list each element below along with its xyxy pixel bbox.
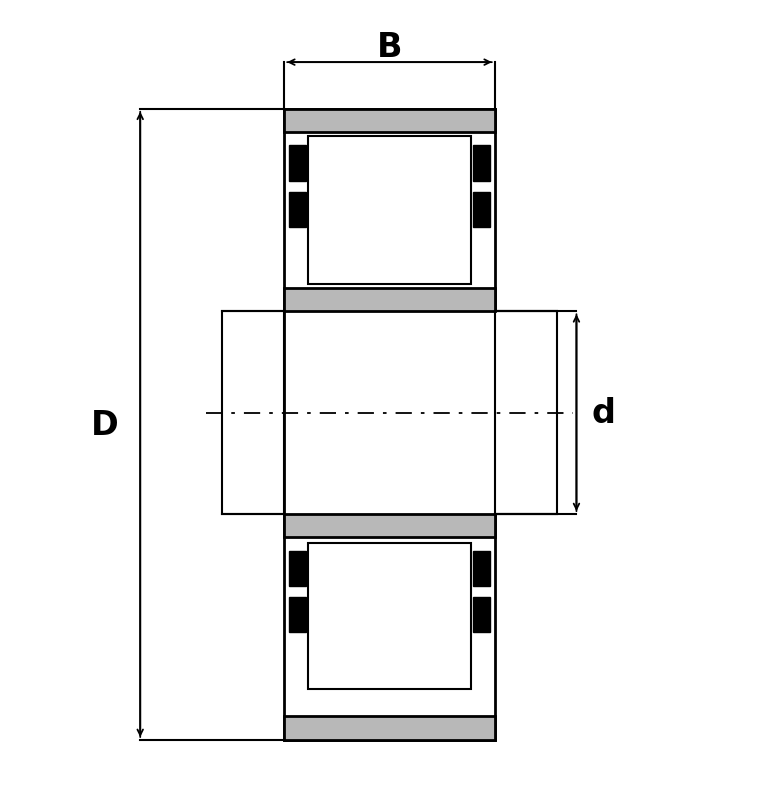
Bar	[222, 312, 284, 514]
Bar	[308, 543, 471, 689]
Bar	[284, 110, 495, 740]
Bar	[289, 597, 306, 633]
Bar	[289, 193, 306, 228]
Bar	[473, 597, 490, 633]
Bar	[284, 514, 495, 538]
Text: D: D	[91, 409, 119, 442]
Bar	[495, 312, 557, 514]
Bar	[289, 551, 306, 586]
Bar	[308, 137, 471, 285]
Bar	[473, 551, 490, 586]
Bar	[473, 146, 490, 181]
Text: d: d	[592, 397, 615, 430]
Text: B: B	[377, 31, 402, 64]
Bar	[284, 110, 495, 133]
Bar	[284, 289, 495, 312]
Bar	[473, 193, 490, 228]
Bar	[289, 146, 306, 181]
Bar	[284, 716, 495, 740]
